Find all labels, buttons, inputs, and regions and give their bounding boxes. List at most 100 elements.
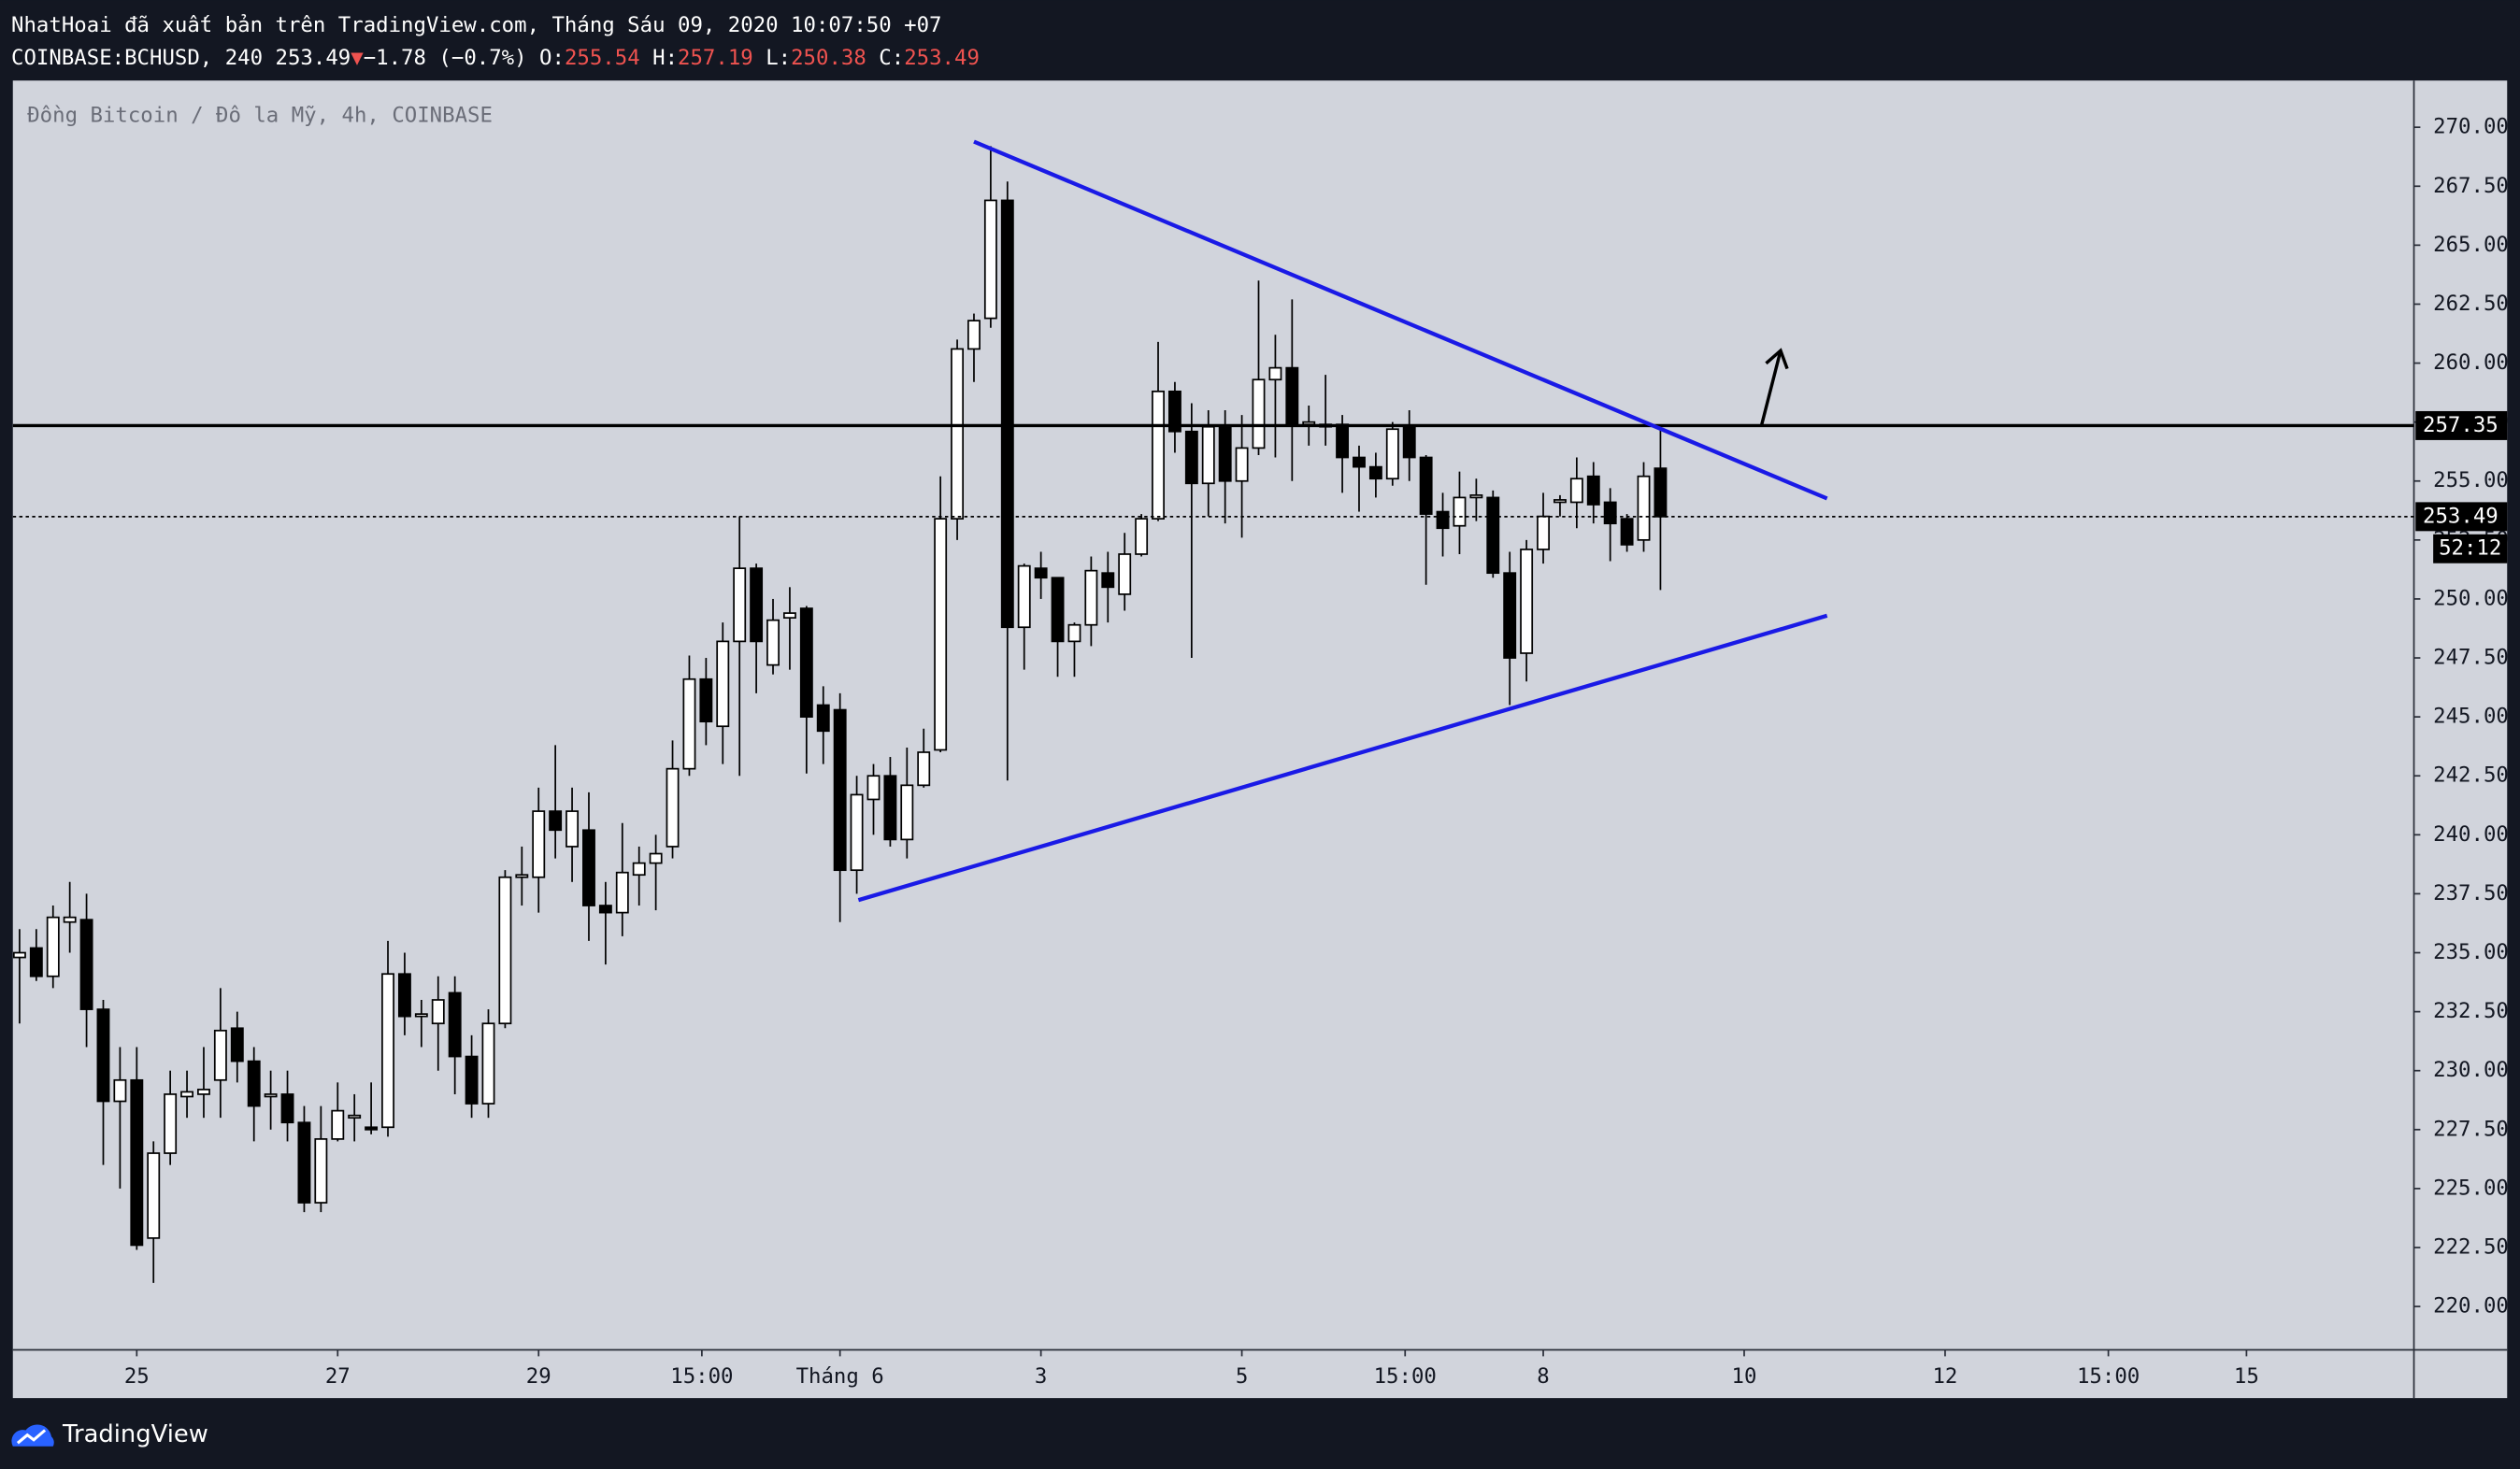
candle-body	[782, 612, 796, 619]
candle-body	[448, 991, 462, 1058]
candle-body	[29, 947, 43, 977]
candle-body	[481, 1022, 495, 1105]
candle-body	[180, 1091, 194, 1098]
candle-body	[983, 199, 997, 320]
candle-body	[1520, 549, 1534, 654]
candle-body	[816, 704, 830, 733]
candle-body	[1218, 425, 1232, 482]
candle-body	[615, 871, 629, 914]
candle-body	[381, 973, 394, 1129]
l-value: 250.38	[791, 46, 866, 70]
trend-line	[857, 613, 1828, 903]
x-tick-label: 15:00	[670, 1364, 733, 1389]
candle-body	[799, 607, 813, 718]
candle-body	[1101, 572, 1115, 589]
symbol: COINBASE:BCHUSD, 240	[11, 46, 263, 70]
candle-body	[766, 619, 780, 666]
candle-body	[566, 810, 580, 848]
candle-body	[1469, 494, 1483, 499]
trend-line	[973, 139, 1828, 501]
candle-body	[866, 775, 881, 801]
y-tick-label: 235.00	[2433, 940, 2509, 964]
x-tick-label: 3	[1035, 1364, 1047, 1389]
candle-body	[498, 876, 512, 1025]
candle-body	[1268, 366, 1282, 381]
candle-body	[365, 1126, 379, 1131]
candle-body	[951, 348, 965, 520]
x-tick-label: 29	[526, 1364, 551, 1389]
candle-body	[1135, 518, 1149, 555]
candle-body	[314, 1138, 328, 1204]
candle-body	[431, 999, 445, 1025]
candle-body	[397, 973, 411, 1018]
x-tick-label: 12	[1932, 1364, 1957, 1389]
candle-body	[1167, 390, 1181, 433]
candle-body	[598, 905, 612, 914]
y-tick-label: 227.50	[2433, 1117, 2509, 1141]
candle-body	[917, 751, 931, 787]
candle-body	[1201, 425, 1215, 485]
candle-body	[197, 1089, 210, 1095]
candle-body	[63, 916, 77, 923]
y-tick-label: 267.50	[2433, 174, 2509, 198]
y-tick-label: 232.50	[2433, 999, 2509, 1023]
arrow-shaft	[1759, 349, 1783, 427]
candle-body	[1486, 496, 1500, 575]
y-tick-label: 262.50	[2433, 292, 2509, 316]
candle-body	[147, 1152, 161, 1239]
candle-body	[1569, 478, 1583, 504]
c-label: C:	[879, 46, 904, 70]
candle-body	[1252, 378, 1266, 449]
l-label: L:	[766, 46, 791, 70]
y-tick-label: 242.50	[2433, 763, 2509, 788]
candle-body	[113, 1078, 127, 1103]
symbol-line: COINBASE:BCHUSD, 240 253.49▼−1.78 (−0.7%…	[11, 46, 980, 70]
candle-body	[1235, 447, 1249, 482]
candle-body	[1152, 390, 1165, 520]
level-label: 257.35	[2423, 413, 2499, 437]
candle-body	[883, 775, 897, 841]
candle-body	[900, 784, 914, 841]
candle-body	[1453, 496, 1467, 527]
candle-body	[750, 567, 764, 643]
candle-body	[1184, 430, 1198, 485]
plot	[12, 139, 2414, 1283]
candle-body	[331, 1109, 345, 1140]
x-tick-label: 27	[325, 1364, 351, 1389]
candle-body	[682, 677, 696, 770]
candle-body	[1067, 623, 1081, 643]
candle-body	[1118, 553, 1132, 595]
chart-pane	[12, 80, 2508, 1399]
x-tick-label: 15:00	[2077, 1364, 2140, 1389]
y-tick-label: 222.50	[2433, 1234, 2509, 1259]
h-value: 257.19	[678, 46, 753, 70]
x-tick-label: 8	[1537, 1364, 1549, 1389]
y-tick-label: 250.00	[2433, 586, 2509, 610]
candle-body	[79, 919, 93, 1010]
candle-body	[1537, 515, 1550, 550]
candle-body	[1436, 510, 1450, 530]
candle-body	[1084, 569, 1098, 626]
arrow-head	[1765, 348, 1789, 370]
candle-body	[833, 708, 847, 872]
change: −1.78 (−0.7%)	[364, 46, 527, 70]
candle-body	[1654, 467, 1668, 518]
candle-body	[130, 1078, 144, 1247]
candle-body	[164, 1093, 178, 1154]
candle-body	[1385, 428, 1399, 480]
x-tick-label: Tháng 6	[796, 1364, 884, 1389]
candle-body	[348, 1114, 362, 1120]
y-tick-label: 247.50	[2433, 646, 2509, 670]
y-tick-label: 225.00	[2433, 1176, 2509, 1200]
candle-body	[1368, 465, 1382, 480]
candle-body	[280, 1093, 294, 1124]
candle-body	[1553, 499, 1567, 504]
y-tick-label: 270.00	[2433, 115, 2509, 139]
h-label: H:	[652, 46, 678, 70]
candle-body	[850, 793, 864, 872]
candle-body	[1503, 572, 1517, 659]
last-price: 253.49	[276, 46, 351, 70]
candle-body	[699, 677, 713, 723]
